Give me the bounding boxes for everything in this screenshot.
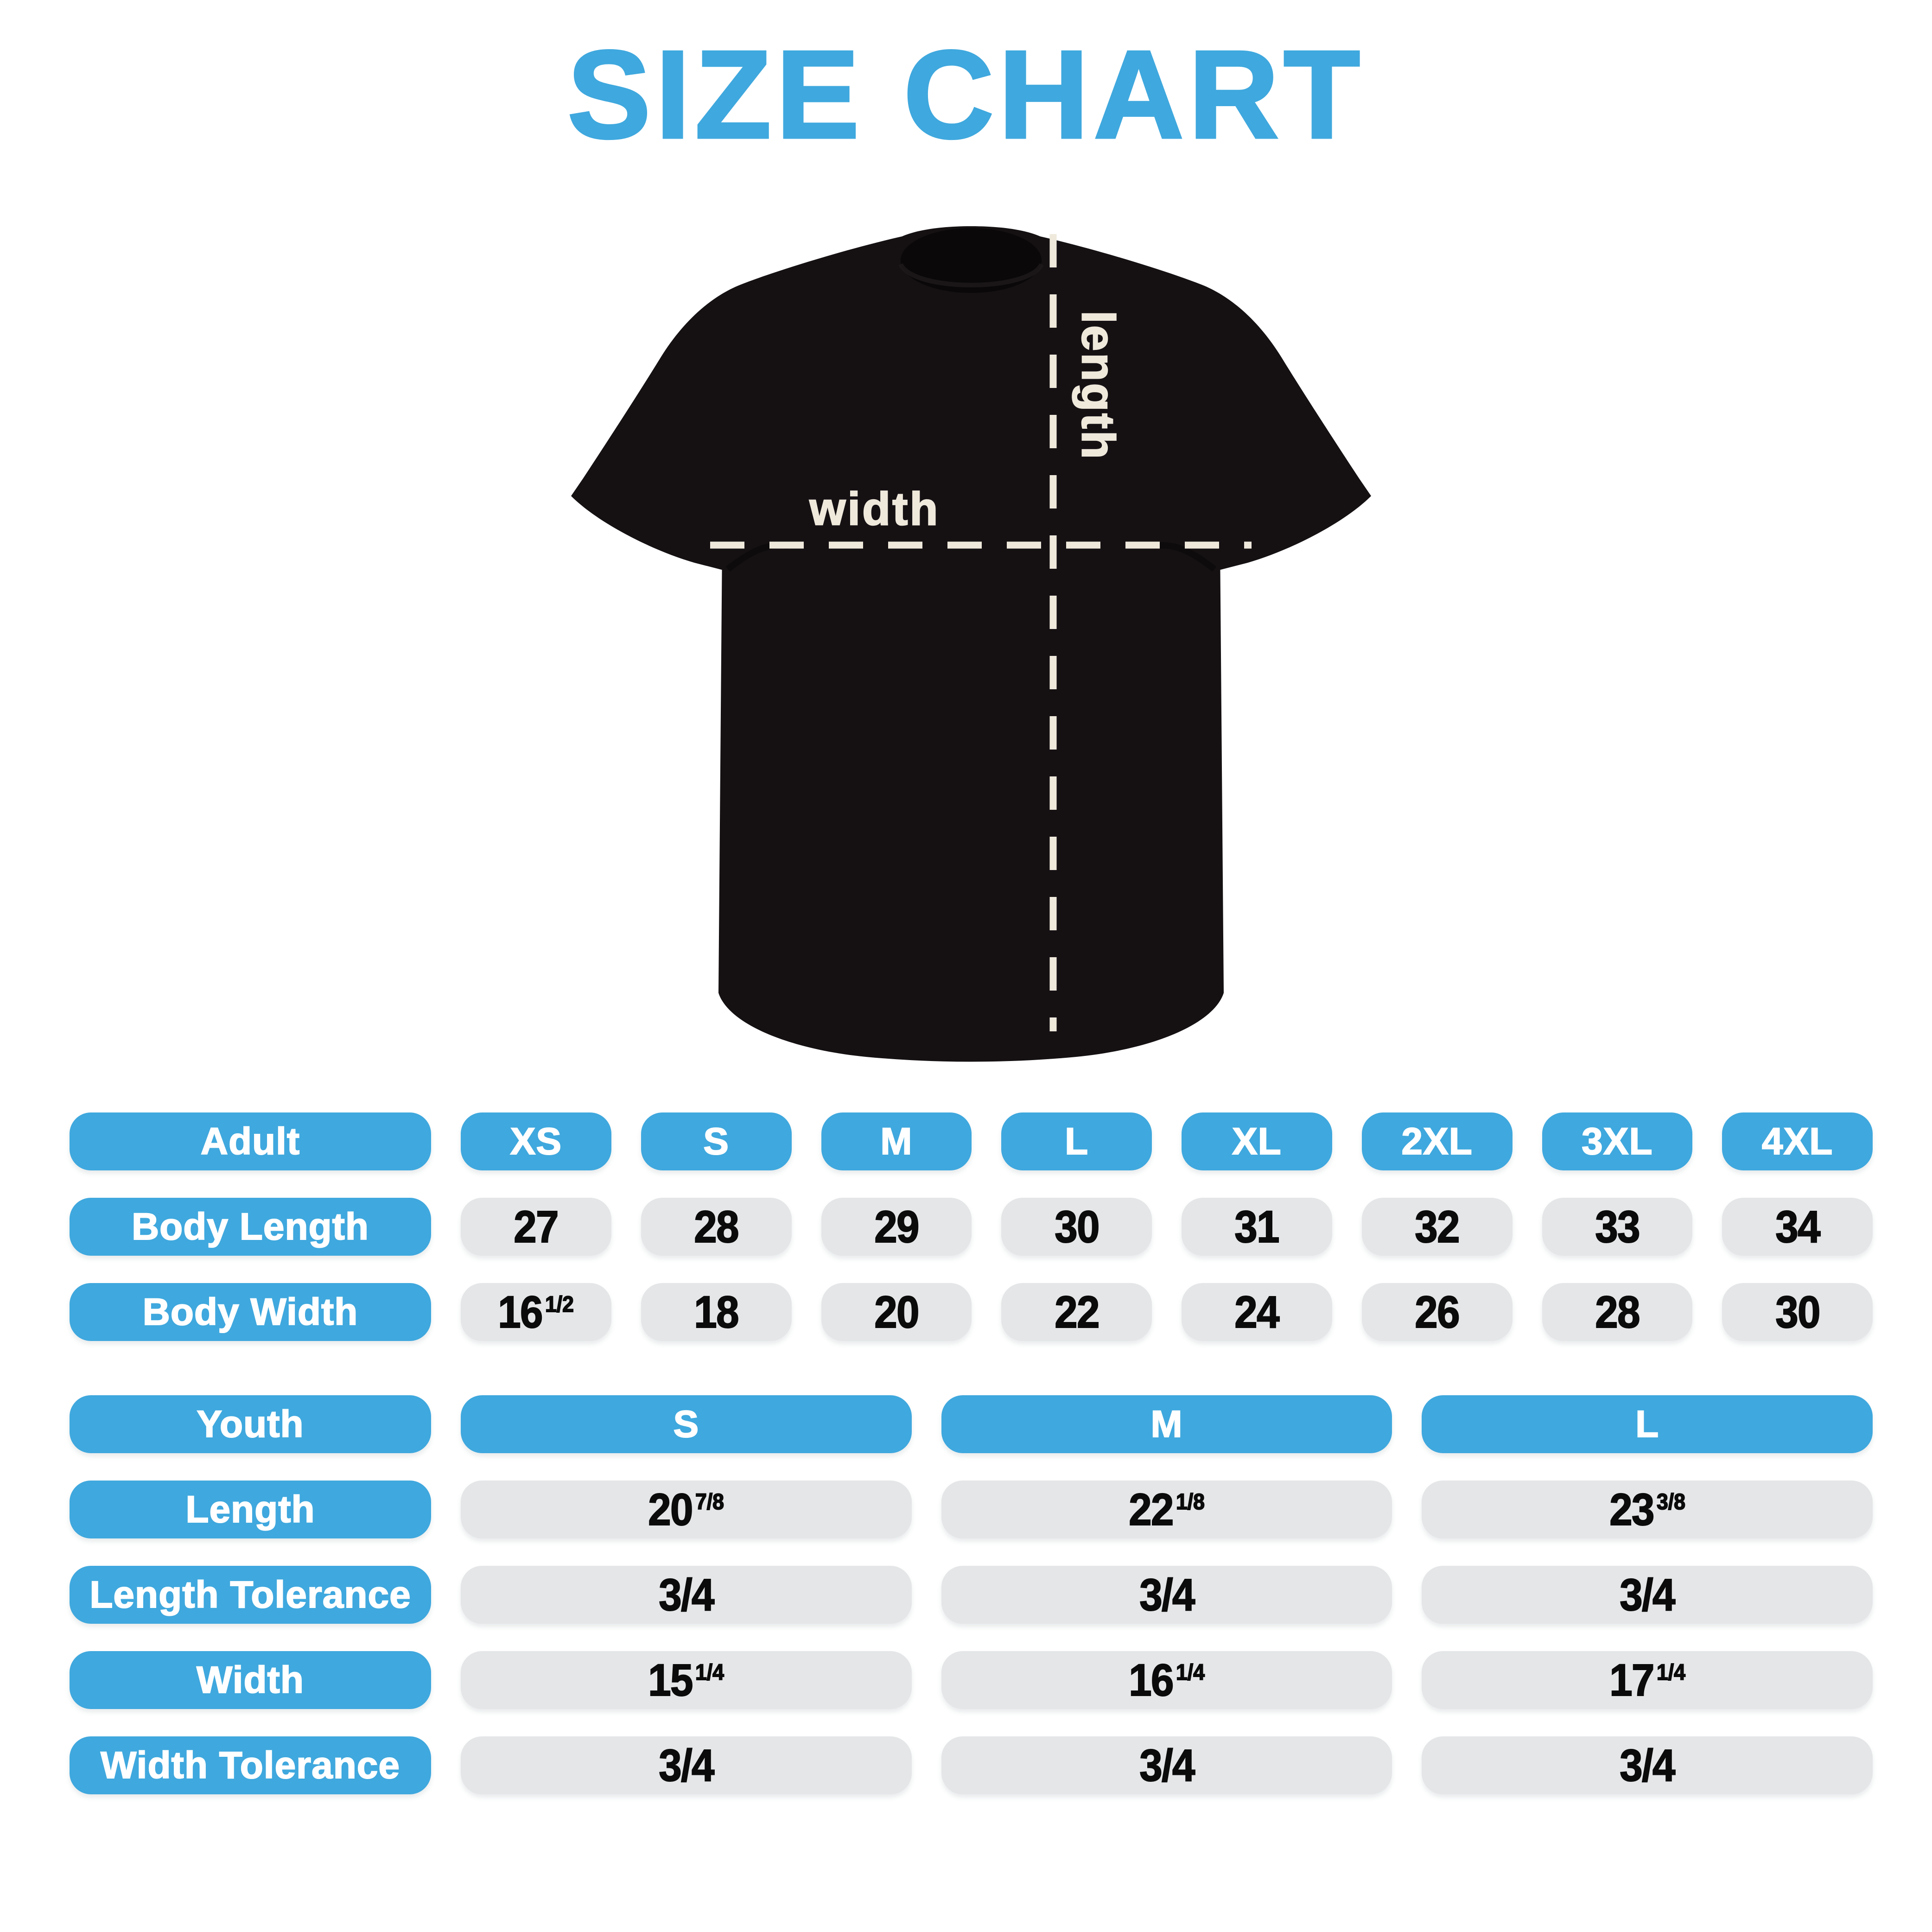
length-label: length xyxy=(1072,311,1124,461)
value-cell: 20 7/8 xyxy=(461,1481,912,1538)
adult-size-header-s: S xyxy=(641,1112,792,1170)
value-cell: 32 xyxy=(1361,1198,1513,1256)
tshirt-measurement-diagram: width length xyxy=(528,218,1414,1080)
value-cell: 26 xyxy=(1361,1283,1513,1341)
page-title: SIZE CHART xyxy=(566,25,1365,165)
body-length-row: Body Length 27 28 29 30 31 32 33 34 xyxy=(70,1198,1873,1256)
value-cell: 17 1/4 xyxy=(1422,1651,1873,1709)
value-cell: 3/4 xyxy=(941,1736,1392,1794)
value-cell: 16 1/4 xyxy=(941,1651,1392,1709)
row-label: Length xyxy=(70,1481,431,1538)
value-cell: 28 xyxy=(641,1198,792,1256)
value-cell: 3/4 xyxy=(1422,1566,1873,1624)
value-cell: 3/4 xyxy=(1422,1736,1873,1794)
width-label: width xyxy=(809,483,940,535)
youth-size-table: Youth S M L Length 20 7/8 22 1/8 23 3/8 Len… xyxy=(70,1395,1873,1794)
adult-size-header-l: L xyxy=(1001,1112,1152,1170)
row-label: Length Tolerance xyxy=(70,1566,431,1624)
collar xyxy=(901,228,1042,293)
value-cell: 18 xyxy=(641,1283,792,1341)
adult-size-table: Adult XS S M L XL 2XL 3XL 4XL Body Lengt… xyxy=(70,1112,1873,1341)
row-label: Body Width xyxy=(70,1283,431,1341)
youth-width-tolerance-row: Width Tolerance 3/4 3/4 3/4 xyxy=(70,1736,1873,1794)
body-width-row: Body Width 16 1/2 18 20 22 24 26 28 30 xyxy=(70,1283,1873,1341)
youth-length-tolerance-row: Length Tolerance 3/4 3/4 3/4 xyxy=(70,1566,1873,1624)
value-cell: 30 xyxy=(1722,1283,1873,1341)
adult-header-label: Adult xyxy=(70,1112,431,1170)
value-cell: 3/4 xyxy=(461,1736,912,1794)
adult-size-header-xs: XS xyxy=(461,1112,611,1170)
adult-size-header-4xl: 4XL xyxy=(1722,1112,1873,1170)
adult-size-header-xl: XL xyxy=(1182,1112,1332,1170)
row-label: Body Length xyxy=(70,1198,431,1256)
youth-header-label: Youth xyxy=(70,1395,431,1453)
row-label: Width xyxy=(70,1651,431,1709)
value-cell: 30 xyxy=(1001,1198,1152,1256)
value-cell: 31 xyxy=(1182,1198,1332,1256)
value-cell: 33 xyxy=(1542,1198,1693,1256)
value-cell: 22 1/8 xyxy=(941,1481,1392,1538)
youth-header-row: Youth S M L xyxy=(70,1395,1873,1453)
youth-size-header-l: L xyxy=(1422,1395,1873,1453)
youth-length-row: Length 20 7/8 22 1/8 23 3/8 xyxy=(70,1481,1873,1538)
value-cell: 34 xyxy=(1722,1198,1873,1256)
value-cell: 20 xyxy=(821,1283,972,1341)
adult-size-header-2xl: 2XL xyxy=(1361,1112,1513,1170)
value-cell: 23 3/8 xyxy=(1422,1481,1873,1538)
value-cell: 16 1/2 xyxy=(461,1283,611,1341)
adult-size-header-m: M xyxy=(821,1112,972,1170)
adult-size-header-3xl: 3XL xyxy=(1542,1112,1693,1170)
tshirt-silhouette xyxy=(571,226,1371,1062)
value-cell: 28 xyxy=(1542,1283,1693,1341)
value-cell: 15 1/4 xyxy=(461,1651,912,1709)
value-cell: 22 xyxy=(1001,1283,1152,1341)
value-cell: 3/4 xyxy=(941,1566,1392,1624)
youth-width-row: Width 15 1/4 16 1/4 17 1/4 xyxy=(70,1651,1873,1709)
value-cell: 24 xyxy=(1182,1283,1332,1341)
adult-header-row: Adult XS S M L XL 2XL 3XL 4XL xyxy=(70,1112,1873,1170)
youth-size-header-s: S xyxy=(461,1395,912,1453)
value-cell: 27 xyxy=(461,1198,611,1256)
youth-size-header-m: M xyxy=(941,1395,1392,1453)
value-cell: 29 xyxy=(821,1198,972,1256)
collar-rim xyxy=(898,263,1044,287)
row-label: Width Tolerance xyxy=(70,1736,431,1794)
armpit-fold-right xyxy=(1153,542,1217,572)
value-cell: 3/4 xyxy=(461,1566,912,1624)
